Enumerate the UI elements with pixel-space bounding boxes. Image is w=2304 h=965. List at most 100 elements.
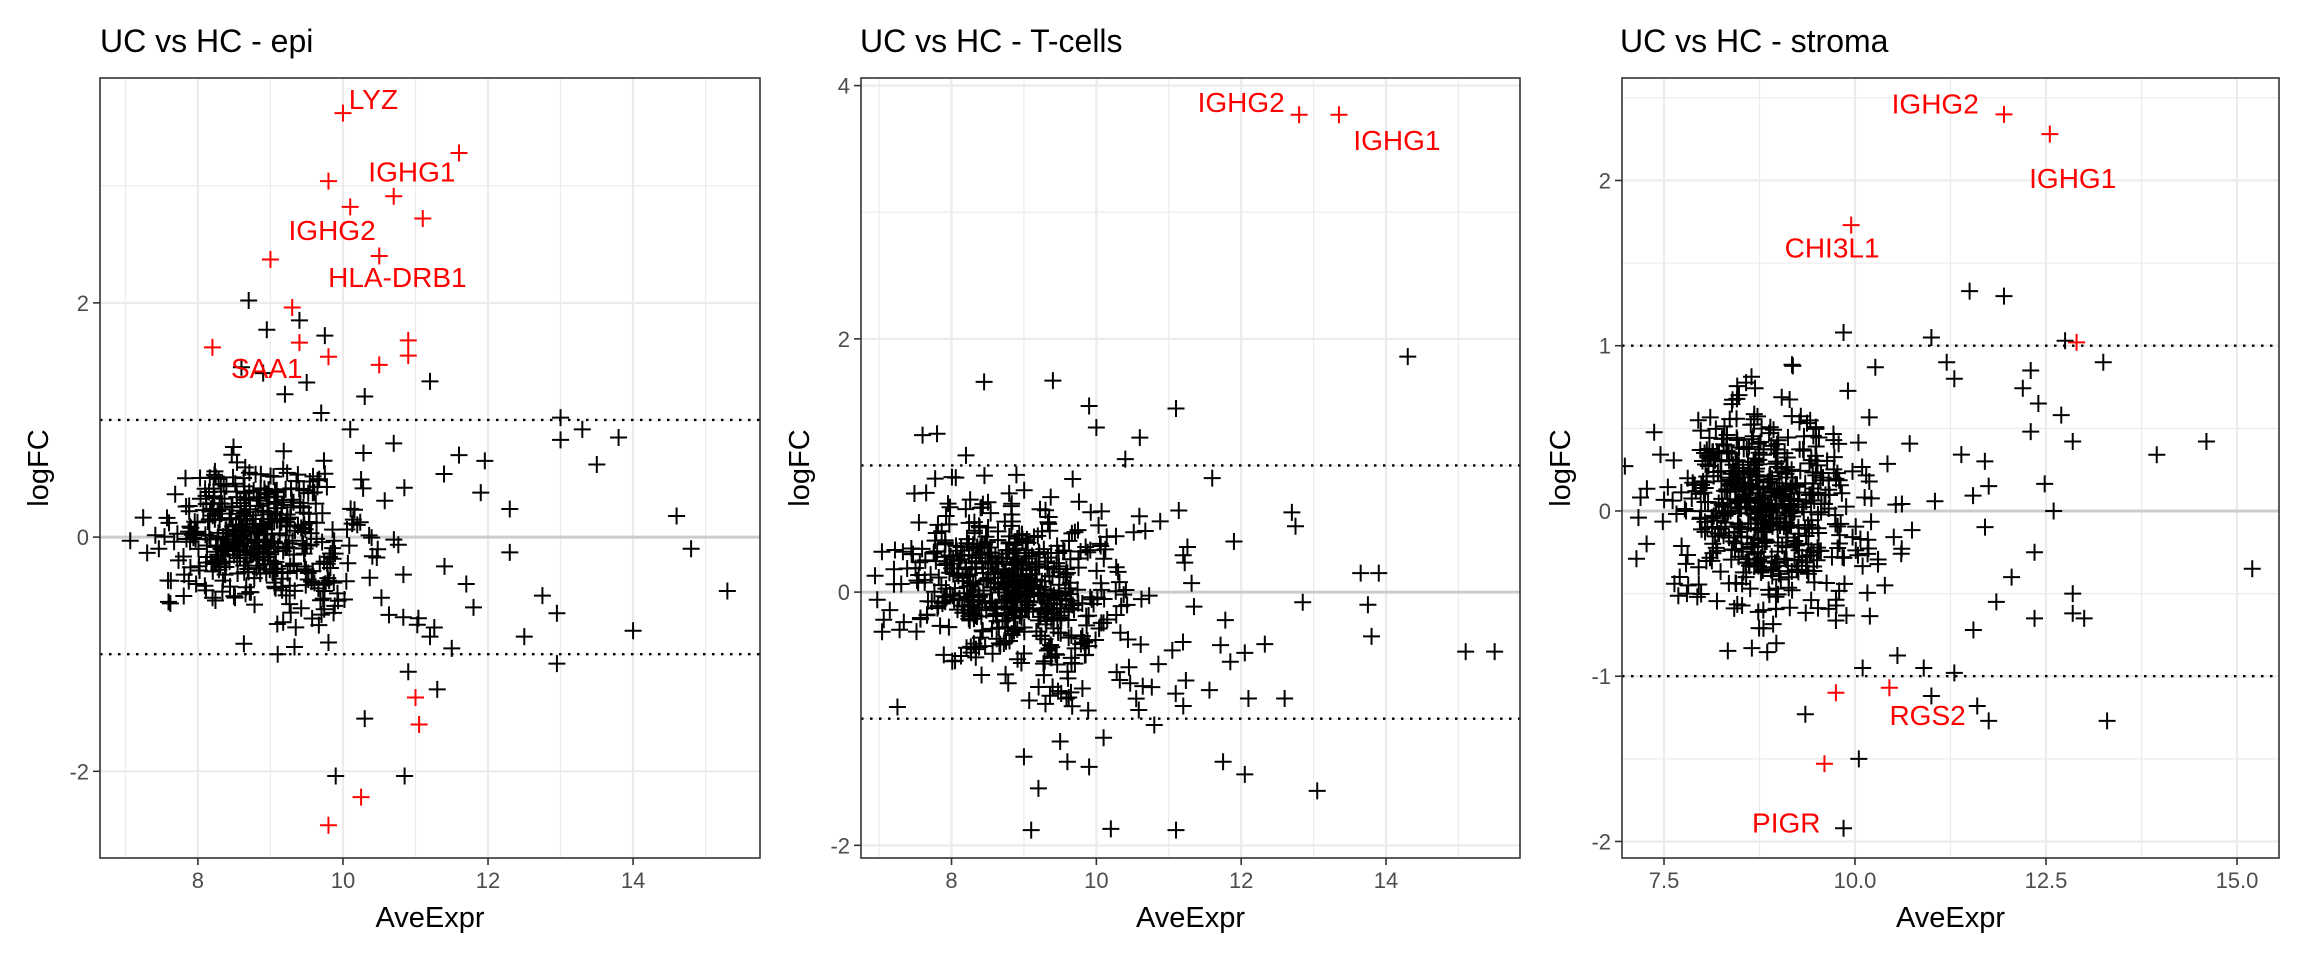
- data-point: [1859, 531, 1877, 549]
- x-tick-label: 12: [1229, 868, 1253, 893]
- x-axis-label: AveExpr: [1896, 902, 2005, 934]
- data-point: [1976, 518, 1994, 536]
- data-point: [926, 470, 944, 488]
- data-point: [1047, 554, 1065, 572]
- data-point: [2056, 332, 2074, 350]
- data-point: [1363, 627, 1381, 645]
- data-point: [1041, 687, 1059, 705]
- highlighted-point: [261, 251, 279, 269]
- data-point: [927, 524, 945, 542]
- data-point: [1767, 634, 1785, 652]
- data-point: [2197, 433, 2215, 451]
- data-point: [1995, 287, 2013, 305]
- data-point: [1809, 599, 1827, 617]
- data-point: [1854, 557, 1872, 575]
- points-layer: [121, 104, 736, 834]
- x-tick-label: 10.0: [1834, 868, 1877, 893]
- data-point: [304, 562, 322, 580]
- data-point: [2064, 585, 2082, 603]
- data-point: [181, 558, 199, 576]
- data-point: [262, 467, 280, 485]
- data-point: [1080, 397, 1098, 415]
- data-point: [1072, 543, 1090, 561]
- data-point: [1638, 535, 1656, 553]
- data-point: [327, 767, 345, 785]
- data-point: [339, 554, 357, 572]
- data-point: [1717, 518, 1735, 536]
- data-point: [257, 564, 275, 582]
- data-point: [211, 557, 229, 575]
- data-point: [1107, 582, 1125, 600]
- data-point: [1359, 596, 1377, 614]
- data-point: [2148, 446, 2166, 464]
- data-point: [2064, 433, 2082, 451]
- data-point: [1799, 565, 1817, 583]
- data-point: [310, 470, 328, 488]
- data-point: [1214, 753, 1232, 771]
- data-point: [1102, 820, 1120, 838]
- data-point: [548, 604, 566, 622]
- data-point: [1754, 601, 1772, 619]
- data-point: [1143, 678, 1161, 696]
- data-point: [1783, 562, 1801, 580]
- data-point: [935, 646, 953, 664]
- data-point: [300, 513, 318, 531]
- data-point: [1065, 601, 1083, 619]
- plot-background: [100, 78, 760, 858]
- data-point: [247, 544, 265, 562]
- data-point: [303, 609, 321, 627]
- data-point: [1149, 655, 1167, 673]
- data-point: [1079, 702, 1097, 720]
- data-point: [1752, 549, 1770, 567]
- data-point: [246, 596, 264, 614]
- data-point: [399, 663, 417, 681]
- data-point: [223, 446, 241, 464]
- data-point: [925, 543, 943, 561]
- data-point: [2075, 609, 2093, 627]
- data-point: [340, 537, 358, 555]
- x-tick-label: 10: [331, 868, 355, 893]
- data-point: [950, 552, 968, 570]
- data-point: [325, 574, 343, 592]
- data-point: [421, 372, 439, 390]
- y-axis-label: logFC: [23, 429, 55, 506]
- data-point: [1276, 689, 1294, 707]
- data-point: [1789, 551, 1807, 569]
- data-point: [1770, 565, 1788, 583]
- data-point: [1812, 464, 1830, 482]
- data-point: [240, 292, 258, 310]
- data-point: [1688, 588, 1706, 606]
- data-point: [319, 634, 337, 652]
- data-point: [1035, 655, 1053, 673]
- data-point: [1029, 527, 1047, 545]
- data-point: [1723, 395, 1741, 413]
- data-point: [1836, 575, 1853, 593]
- data-point: [1740, 462, 1758, 480]
- data-point: [250, 557, 268, 575]
- data-point: [1888, 647, 1906, 665]
- x-axis-label: AveExpr: [375, 902, 484, 934]
- data-point: [999, 674, 1017, 692]
- data-point: [1283, 503, 1301, 521]
- data-point: [1766, 554, 1784, 572]
- data-point: [281, 577, 299, 595]
- y-tick-label: -2: [69, 759, 89, 784]
- data-point: [311, 555, 329, 573]
- data-point: [1118, 596, 1136, 614]
- y-axis-label: logFC: [1545, 429, 1577, 506]
- data-point: [1853, 458, 1871, 476]
- data-point: [210, 470, 228, 488]
- data-point: [1837, 498, 1855, 516]
- data-point: [1701, 408, 1719, 426]
- data-point: [940, 515, 958, 533]
- data-point: [189, 540, 207, 558]
- data-point: [1731, 473, 1749, 491]
- x-tick-label: 7.5: [1649, 868, 1680, 893]
- y-tick-label: 0: [838, 580, 850, 605]
- data-point: [1125, 523, 1143, 541]
- data-point: [1069, 549, 1087, 567]
- data-point: [1001, 632, 1019, 650]
- data-point: [1287, 517, 1305, 535]
- data-point: [914, 426, 932, 444]
- data-point: [1814, 469, 1832, 487]
